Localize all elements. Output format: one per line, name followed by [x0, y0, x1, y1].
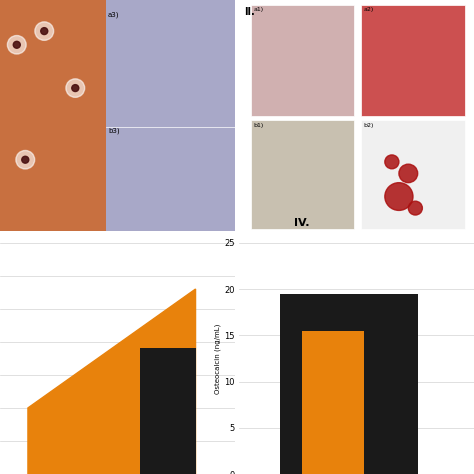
FancyBboxPatch shape	[251, 5, 355, 116]
Text: a2): a2)	[364, 7, 374, 12]
Circle shape	[35, 22, 54, 40]
Text: IV.: IV.	[294, 218, 310, 228]
Y-axis label: Osteocalcin (ng/mL): Osteocalcin (ng/mL)	[215, 323, 221, 393]
Circle shape	[385, 155, 399, 169]
FancyBboxPatch shape	[106, 0, 235, 231]
Circle shape	[72, 85, 79, 91]
Text: b1): b1)	[254, 123, 264, 128]
Text: a1): a1)	[254, 7, 264, 12]
FancyBboxPatch shape	[0, 0, 106, 231]
Text: a3): a3)	[108, 11, 119, 18]
FancyBboxPatch shape	[361, 5, 465, 116]
Polygon shape	[28, 289, 196, 474]
Circle shape	[22, 156, 29, 163]
Circle shape	[399, 164, 418, 182]
Bar	[140, 348, 196, 474]
Circle shape	[8, 36, 26, 54]
Bar	[302, 331, 365, 474]
Circle shape	[408, 201, 422, 215]
FancyBboxPatch shape	[251, 120, 355, 229]
FancyBboxPatch shape	[361, 120, 465, 229]
Circle shape	[16, 150, 35, 169]
Text: b2): b2)	[364, 123, 374, 128]
Circle shape	[66, 79, 85, 97]
Circle shape	[13, 41, 20, 48]
Circle shape	[41, 27, 48, 35]
Text: b3): b3)	[108, 127, 119, 134]
Text: II.: II.	[244, 7, 255, 17]
Circle shape	[385, 182, 413, 210]
Bar	[280, 294, 418, 474]
